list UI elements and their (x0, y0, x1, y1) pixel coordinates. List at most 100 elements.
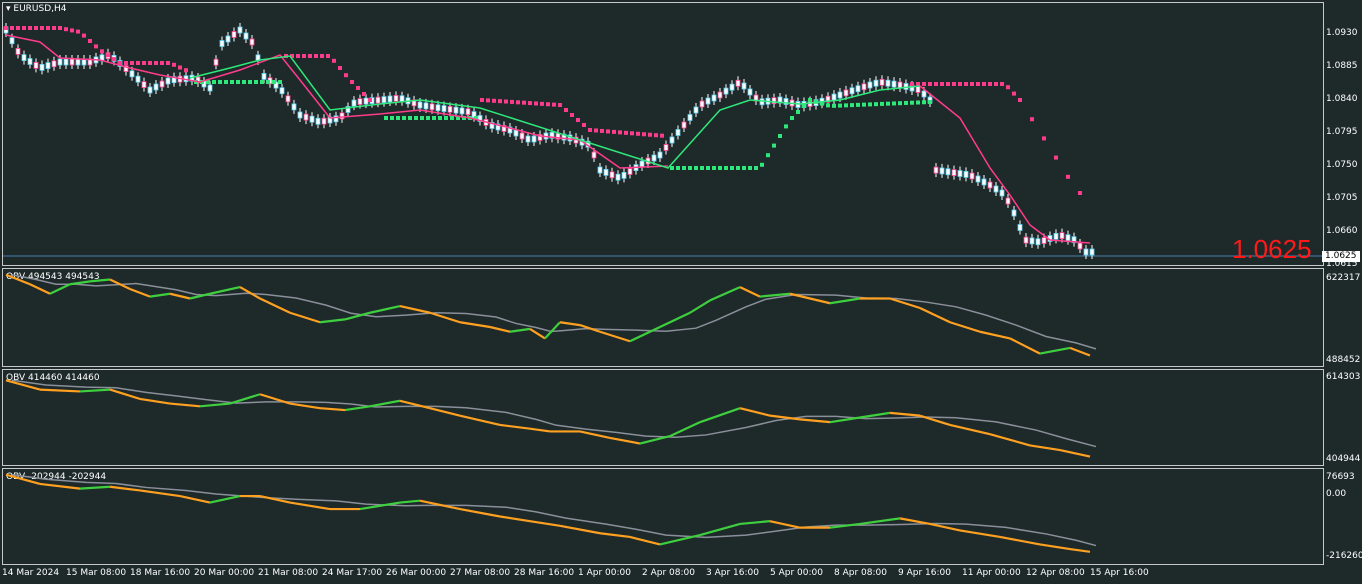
symbol-dropdown[interactable]: ▾ EURUSD,H4 (6, 4, 67, 14)
supertrend-dot (534, 101, 538, 106)
time-axis-label: 12 Apr 08:00 (1026, 568, 1085, 578)
supertrend-dot (564, 108, 568, 112)
supertrend-dot (94, 44, 98, 49)
supertrend-dot (522, 100, 526, 105)
price-axis-label: 1.0615 (1326, 259, 1358, 269)
obv-line-segment (1039, 346, 1071, 355)
zigzag-down (5, 34, 669, 169)
obv-line-segment (799, 418, 831, 424)
supertrend-dot (910, 100, 914, 105)
obv1-axis-bottom: 488452 (1326, 355, 1361, 365)
supertrend-dot (844, 103, 848, 108)
supertrend-dot (290, 54, 294, 58)
supertrend-dot (296, 54, 300, 58)
candle-body (915, 86, 921, 93)
candle-body (993, 185, 999, 193)
supertrend-dot (802, 104, 806, 108)
supertrend-dot (118, 61, 122, 65)
obv-line-segment (209, 494, 241, 504)
obv-line-segment (189, 292, 211, 300)
obv-line-segment (999, 535, 1041, 546)
supertrend-dot (904, 100, 908, 105)
candle-body (519, 132, 525, 140)
candle-body (627, 168, 633, 175)
obv-line-segment (5, 379, 41, 391)
candle-body (153, 83, 159, 91)
obv-line-segment (344, 311, 371, 321)
supertrend-dot (712, 166, 716, 170)
candle-body (603, 168, 609, 176)
candle-body (843, 89, 849, 97)
supertrend-dot (206, 80, 210, 84)
supertrend-dot (576, 118, 580, 122)
supertrend-dot (142, 61, 146, 65)
current-price-tag: 1.0625 (1322, 251, 1360, 262)
candle-body (1089, 248, 1095, 256)
obv2-axis-top: 614303 (1326, 372, 1361, 382)
obv-label-3: OBV -202944 -202944 (6, 472, 107, 482)
obv-line-segment (789, 292, 831, 305)
supertrend-dot (606, 129, 610, 134)
obv-line-segment (399, 305, 431, 314)
obv-line-segment (209, 286, 241, 295)
supertrend-dot (260, 80, 264, 84)
supertrend-dot (928, 100, 932, 104)
price-chart-pane[interactable] (2, 2, 1324, 266)
candle-body (393, 95, 399, 102)
supertrend-dot (136, 61, 140, 65)
supertrend-dot (106, 53, 110, 58)
obv-line-segment (979, 330, 1011, 340)
candle-body (225, 35, 231, 43)
candle-body (783, 98, 789, 105)
obv3-axis-bottom: -216260 (1326, 551, 1362, 561)
obv-pane-1[interactable] (2, 268, 1324, 367)
supertrend-dot (1000, 82, 1004, 86)
supertrend-dot (218, 80, 222, 84)
obv-line-segment (459, 507, 501, 518)
supertrend-dot (988, 82, 992, 86)
obv2-axis-bottom: 404944 (1326, 454, 1361, 464)
supertrend-dot (826, 103, 830, 108)
supertrend-dot (796, 110, 800, 114)
supertrend-dot (700, 166, 704, 170)
candle-body (705, 97, 711, 105)
candle-body (321, 117, 327, 125)
supertrend-dot (982, 82, 986, 86)
obv-pane-3[interactable] (2, 468, 1324, 565)
candle-body (453, 106, 459, 114)
candle-body (825, 95, 831, 103)
obv-line-segment (699, 407, 741, 424)
candle-body (507, 126, 513, 134)
supertrend-dot (148, 61, 152, 65)
zigzag-down-2 (919, 85, 1091, 244)
supertrend-dot (178, 65, 182, 70)
time-axis-label: 21 Mar 08:00 (258, 568, 319, 578)
supertrend-dot (552, 102, 556, 107)
supertrend-dot (362, 92, 366, 96)
candle-body (51, 60, 57, 68)
candle-body (159, 80, 165, 88)
obv-line-segment (199, 402, 231, 408)
supertrend-dot (546, 102, 550, 107)
candle-body (693, 106, 699, 114)
supertrend-dot (516, 100, 520, 105)
candle-body (513, 129, 519, 137)
obv-line-segment (49, 283, 71, 295)
obv-line-segment (759, 292, 791, 298)
candle-body (855, 85, 861, 93)
obv-line-segment (89, 278, 111, 283)
supertrend-dot (302, 54, 306, 58)
supertrend-dot (922, 82, 926, 86)
candle-body (375, 96, 381, 104)
supertrend-dot (4, 26, 8, 30)
supertrend-dot (172, 62, 176, 67)
supertrend-dot (790, 116, 794, 120)
candle-body (501, 125, 507, 132)
obv-pane-2[interactable] (2, 369, 1324, 466)
obv-line-segment (139, 397, 171, 405)
candle-body (333, 115, 339, 123)
obv-line-segment (1069, 346, 1091, 357)
supertrend-dot (212, 80, 216, 84)
candle-body (609, 171, 615, 179)
time-axis-label: 26 Mar 00:00 (386, 568, 447, 578)
